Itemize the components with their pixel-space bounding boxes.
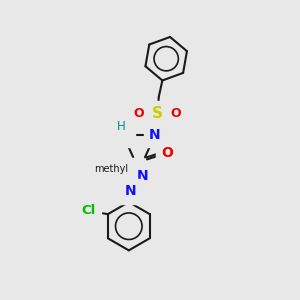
Text: N: N — [124, 184, 136, 199]
Text: N: N — [137, 169, 148, 183]
Text: N: N — [149, 128, 161, 142]
Text: H: H — [117, 120, 126, 133]
Text: O: O — [170, 107, 181, 120]
Text: N: N — [117, 128, 129, 142]
Text: S: S — [152, 106, 163, 121]
Text: Cl: Cl — [82, 203, 96, 217]
Text: methyl: methyl — [105, 167, 110, 168]
Text: O: O — [134, 107, 144, 120]
Text: O: O — [161, 146, 173, 160]
Text: methyl: methyl — [94, 164, 128, 173]
